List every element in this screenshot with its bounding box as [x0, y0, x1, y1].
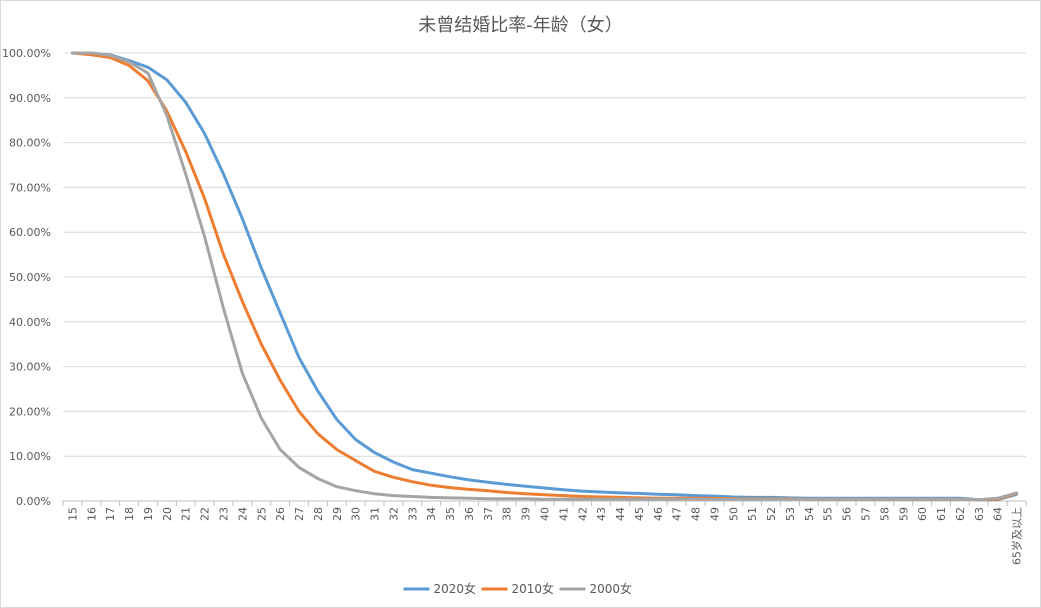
x-tick-label: 50: [727, 507, 740, 521]
x-tick-label: 65岁及以上: [1010, 507, 1024, 565]
x-tick-label: 18: [123, 507, 136, 521]
x-tick-label: 29: [331, 507, 344, 521]
x-tick-label: 56: [841, 507, 854, 521]
x-tick-label: 22: [199, 507, 212, 521]
x-tick-label: 58: [878, 507, 891, 521]
x-tick-label: 38: [501, 507, 514, 521]
y-tick-label: 30.00%: [9, 361, 51, 374]
x-tick-label: 62: [954, 507, 967, 521]
x-tick-label: 20: [161, 507, 174, 521]
y-tick-label: 40.00%: [9, 316, 51, 329]
x-tick-label: 39: [520, 507, 533, 521]
x-tick-label: 34: [425, 507, 438, 521]
x-tick-label: 25: [255, 507, 268, 521]
x-tick-label: 45: [633, 507, 646, 521]
y-tick-label: 50.00%: [9, 271, 51, 284]
y-tick-label: 90.00%: [9, 92, 51, 105]
x-tick-label: 46: [652, 507, 665, 521]
x-tick-label: 27: [293, 507, 306, 521]
y-tick-label: 0.00%: [16, 495, 51, 508]
legend-label-2: 2010女: [512, 581, 555, 596]
x-tick-label: 23: [218, 507, 231, 521]
x-tick-label: 41: [557, 507, 570, 521]
x-tick-label: 47: [671, 507, 684, 521]
x-tick-label: 61: [935, 507, 948, 521]
x-tick-label: 49: [708, 507, 721, 521]
legend-label-3: 2000女: [590, 581, 633, 596]
x-tick-label: 36: [463, 507, 476, 521]
x-tick-label: 32: [387, 507, 400, 521]
x-tick-label: 52: [765, 507, 778, 521]
x-tick-label: 15: [66, 507, 79, 521]
y-tick-label: 60.00%: [9, 226, 51, 239]
x-tick-label: 19: [142, 507, 155, 521]
x-tick-label: 64: [992, 507, 1005, 521]
x-tick-label: 63: [973, 507, 986, 521]
x-tick-label: 44: [614, 507, 627, 521]
x-tick-label: 30: [350, 507, 363, 521]
x-tick-label: 60: [916, 507, 929, 521]
x-tick-label: 35: [444, 507, 457, 521]
x-tick-label: 33: [406, 507, 419, 521]
y-tick-label: 10.00%: [9, 450, 51, 463]
y-tick-label: 20.00%: [9, 405, 51, 418]
y-tick-label: 70.00%: [9, 181, 51, 194]
x-tick-label: 51: [746, 507, 759, 521]
x-tick-label: 42: [576, 507, 589, 521]
x-tick-label: 37: [482, 507, 495, 521]
chart-title: 未曾结婚比率-年龄（女）: [418, 15, 623, 36]
x-tick-label: 28: [312, 507, 325, 521]
y-tick-label: 80.00%: [9, 137, 51, 150]
x-tick-label: 55: [822, 507, 835, 521]
x-tick-label: 57: [860, 507, 873, 521]
x-tick-label: 16: [85, 507, 98, 521]
x-tick-label: 59: [897, 507, 910, 521]
x-tick-label: 21: [180, 507, 193, 521]
x-tick-label: 26: [274, 507, 287, 521]
x-tick-label: 40: [539, 507, 552, 521]
x-tick-label: 24: [236, 507, 249, 521]
y-tick-label: 100.00%: [2, 47, 51, 60]
x-tick-label: 54: [803, 507, 816, 521]
legend-label-1: 2020女: [434, 581, 477, 596]
x-tick-label: 48: [690, 507, 703, 521]
x-tick-label: 53: [784, 507, 797, 521]
x-tick-label: 31: [369, 507, 382, 521]
x-tick-label: 43: [595, 507, 608, 521]
series-line-3: [70, 51, 1019, 502]
x-tick-label: 17: [104, 507, 117, 521]
